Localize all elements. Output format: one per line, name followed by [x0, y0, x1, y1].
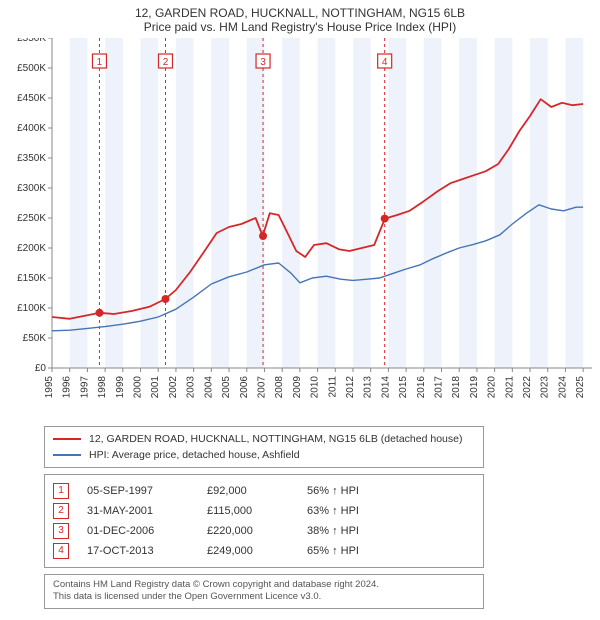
svg-text:1996: 1996 — [62, 376, 73, 399]
svg-text:2007: 2007 — [256, 376, 267, 399]
event-row: 3 01-DEC-2006£220,00038% ↑ HPI — [53, 521, 475, 541]
chart-area: £0 £50K £100K £150K £200K £250K £300K £350K £400… — [8, 38, 592, 418]
svg-text:2014: 2014 — [380, 376, 391, 399]
event-badge: 1 — [53, 483, 69, 499]
svg-text:2001: 2001 — [150, 376, 161, 399]
event-badge: 3 — [53, 523, 69, 539]
svg-text:2019: 2019 — [469, 376, 480, 399]
attribution-footer: Contains HM Land Registry data © Crown c… — [44, 574, 484, 609]
events-table: 1 05-SEP-1997£92,00056% ↑ HPI 2 31-MAY-2001… — [44, 474, 484, 568]
svg-text:2017: 2017 — [434, 376, 445, 399]
svg-text:£150K: £150K — [17, 273, 46, 284]
svg-text:2016: 2016 — [416, 376, 427, 399]
event-date: 31-MAY-2001 — [87, 505, 207, 517]
legend-swatch — [53, 438, 81, 440]
svg-text:£200K: £200K — [17, 243, 46, 254]
svg-text:1998: 1998 — [97, 376, 108, 399]
svg-text:2015: 2015 — [398, 376, 409, 399]
chart-svg: £0 £50K £100K £150K £200K £250K £300K £350K £400… — [8, 38, 592, 418]
legend-label: HPI: Average price, detached house, Ashf… — [89, 449, 300, 461]
svg-text:£400K: £400K — [17, 123, 46, 134]
legend: 12, GARDEN ROAD, HUCKNALL, NOTTINGHAM, N… — [44, 426, 484, 468]
svg-text:£50K: £50K — [23, 333, 47, 344]
svg-text:2002: 2002 — [168, 376, 179, 399]
footer-line-2: This data is licensed under the Open Gov… — [53, 591, 475, 603]
legend-swatch — [53, 454, 81, 456]
event-pct: 38% ↑ HPI — [307, 525, 427, 537]
svg-text:2023: 2023 — [540, 376, 551, 399]
svg-text:2022: 2022 — [522, 376, 533, 399]
svg-text:2008: 2008 — [274, 376, 285, 399]
svg-text:4: 4 — [382, 57, 388, 68]
event-row: 4 17-OCT-2013£249,00065% ↑ HPI — [53, 541, 475, 561]
svg-text:2005: 2005 — [221, 376, 232, 399]
event-price: £220,000 — [207, 525, 307, 537]
svg-text:2024: 2024 — [557, 376, 568, 399]
svg-text:£350K: £350K — [17, 153, 46, 164]
svg-text:£100K: £100K — [17, 303, 46, 314]
svg-text:2013: 2013 — [363, 376, 374, 399]
svg-text:2025: 2025 — [575, 376, 586, 399]
legend-item: HPI: Average price, detached house, Ashf… — [53, 447, 475, 463]
svg-text:£250K: £250K — [17, 213, 46, 224]
svg-text:£550K: £550K — [17, 38, 46, 44]
event-price: £115,000 — [207, 505, 307, 517]
svg-text:2004: 2004 — [203, 376, 214, 399]
svg-text:2010: 2010 — [310, 376, 321, 399]
event-price: £92,000 — [207, 485, 307, 497]
event-price: £249,000 — [207, 545, 307, 557]
chart-title-address: 12, GARDEN ROAD, HUCKNALL, NOTTINGHAM, N… — [8, 6, 592, 20]
svg-text:2000: 2000 — [133, 376, 144, 399]
event-row: 1 05-SEP-1997£92,00056% ↑ HPI — [53, 481, 475, 501]
svg-text:1: 1 — [97, 57, 103, 68]
event-row: 2 31-MAY-2001£115,00063% ↑ HPI — [53, 501, 475, 521]
svg-text:1995: 1995 — [44, 376, 55, 399]
svg-text:1997: 1997 — [79, 376, 90, 399]
svg-text:2006: 2006 — [239, 376, 250, 399]
event-badge: 4 — [53, 543, 69, 559]
svg-text:2012: 2012 — [345, 376, 356, 399]
svg-text:2: 2 — [163, 57, 169, 68]
svg-text:2003: 2003 — [186, 376, 197, 399]
chart-title-subtitle: Price paid vs. HM Land Registry's House … — [8, 20, 592, 34]
legend-item: 12, GARDEN ROAD, HUCKNALL, NOTTINGHAM, N… — [53, 431, 475, 447]
footer-line-1: Contains HM Land Registry data © Crown c… — [53, 579, 475, 591]
event-pct: 56% ↑ HPI — [307, 485, 427, 497]
svg-text:2011: 2011 — [327, 376, 338, 398]
svg-text:£450K: £450K — [17, 93, 46, 104]
event-date: 01-DEC-2006 — [87, 525, 207, 537]
svg-text:2021: 2021 — [504, 376, 515, 399]
event-pct: 63% ↑ HPI — [307, 505, 427, 517]
svg-text:£300K: £300K — [17, 183, 46, 194]
event-date: 05-SEP-1997 — [87, 485, 207, 497]
svg-text:2009: 2009 — [292, 376, 303, 399]
svg-text:3: 3 — [260, 57, 266, 68]
svg-text:2020: 2020 — [487, 376, 498, 399]
event-pct: 65% ↑ HPI — [307, 545, 427, 557]
svg-text:£0: £0 — [35, 363, 47, 374]
svg-text:1999: 1999 — [115, 376, 126, 399]
event-badge: 2 — [53, 503, 69, 519]
svg-text:£500K: £500K — [17, 63, 46, 74]
svg-text:2018: 2018 — [451, 376, 462, 399]
legend-label: 12, GARDEN ROAD, HUCKNALL, NOTTINGHAM, N… — [89, 433, 462, 445]
event-date: 17-OCT-2013 — [87, 545, 207, 557]
